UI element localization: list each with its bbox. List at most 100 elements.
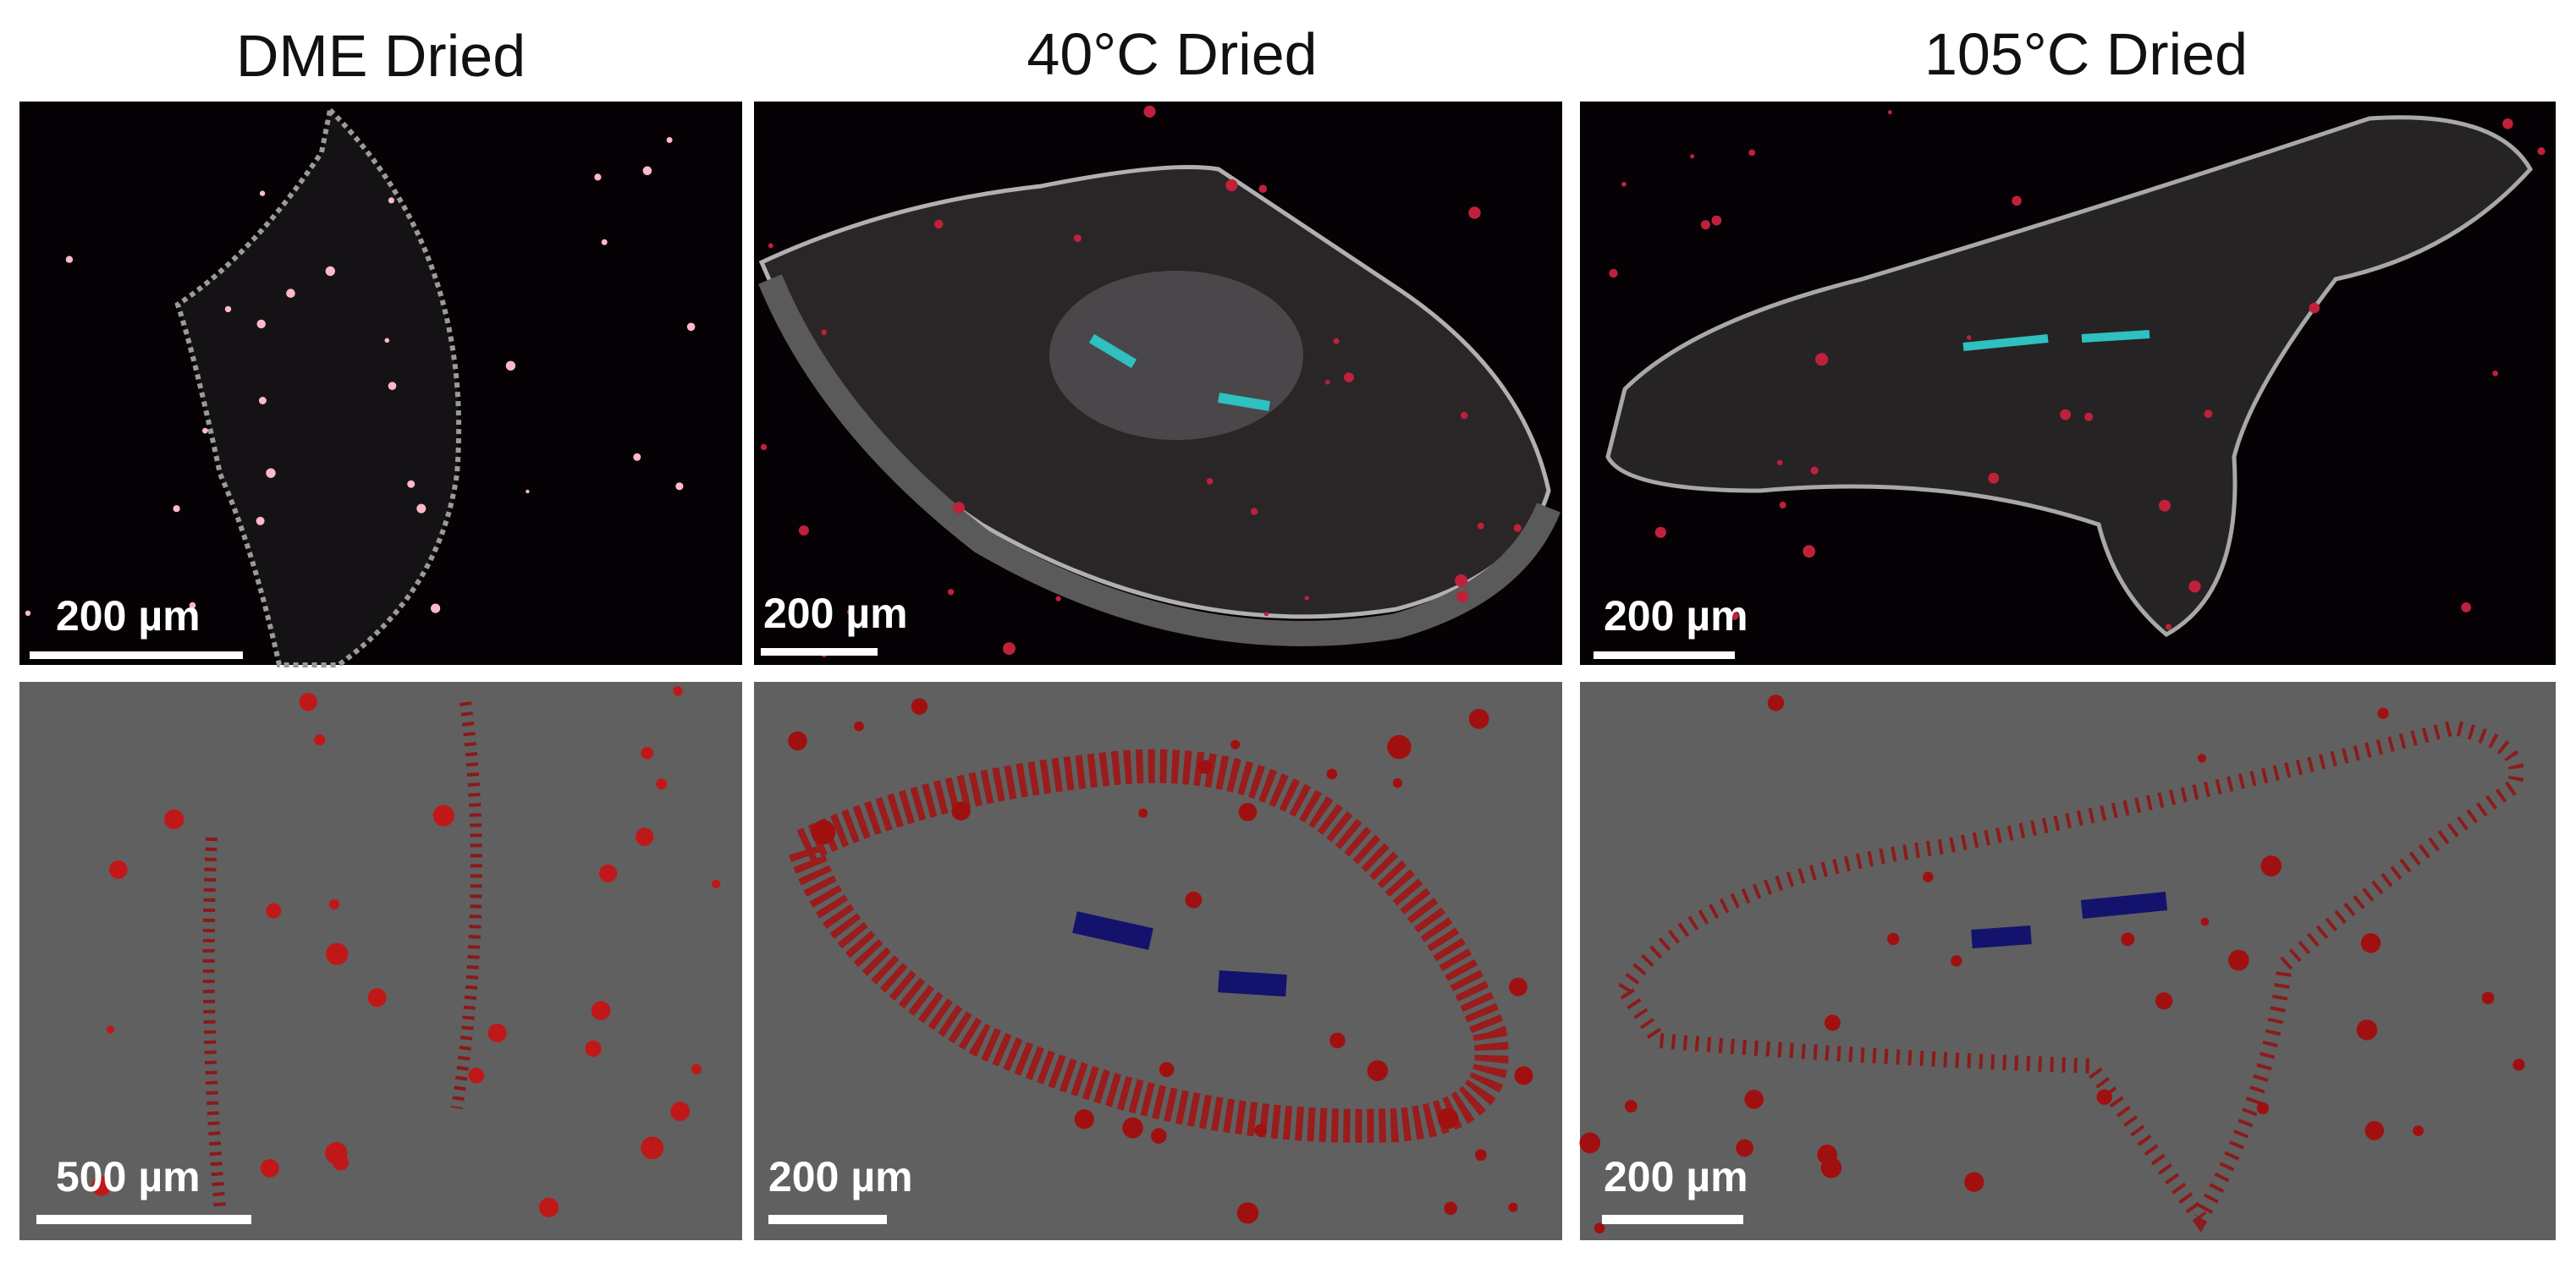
speck (911, 698, 928, 715)
speck (1392, 777, 1403, 788)
speck (656, 778, 668, 790)
speck (2364, 1121, 2385, 1140)
speck (2377, 707, 2389, 719)
speck (1767, 695, 1785, 711)
speck (585, 1041, 602, 1058)
speck (407, 480, 416, 488)
speck (1964, 1172, 1984, 1192)
speck (1514, 1066, 1533, 1085)
speck (1325, 380, 1330, 385)
speck (1455, 574, 1468, 587)
scale-label: 200 µm (1604, 592, 1748, 640)
speck (416, 503, 427, 514)
speck (2309, 302, 2320, 314)
speck (1456, 591, 1468, 603)
speck (1887, 932, 1900, 946)
speck (1579, 1132, 1601, 1154)
speck (2492, 371, 2499, 376)
scale-bar (36, 1215, 251, 1224)
scale-label: 200 µm (768, 1153, 913, 1200)
speck (266, 468, 276, 478)
speck (2204, 409, 2213, 419)
speck (1074, 1109, 1094, 1129)
speck (1461, 411, 1468, 420)
speck (2502, 118, 2513, 129)
speck (2166, 624, 2171, 630)
column-title: 40°C Dried (1027, 21, 1317, 87)
speck (261, 1159, 279, 1178)
speck (1779, 502, 1786, 508)
speck (1159, 1062, 1175, 1078)
speck (256, 319, 266, 329)
speck (1593, 1222, 1605, 1233)
speck (1508, 1202, 1518, 1212)
speck (1509, 977, 1527, 997)
speck (384, 338, 390, 343)
speck (1736, 1139, 1754, 1157)
speck (1654, 526, 1666, 538)
scale-bar (761, 648, 878, 656)
speck (788, 731, 807, 751)
speck (821, 329, 827, 336)
speck (1055, 596, 1061, 602)
speck (432, 805, 454, 827)
speck (2537, 147, 2546, 156)
speck (25, 610, 31, 616)
speck (367, 988, 387, 1008)
speck (1923, 871, 1934, 882)
speck (388, 382, 397, 391)
speck (846, 609, 853, 615)
speck (539, 1197, 559, 1217)
fluorescence-panel (754, 102, 1562, 665)
speck (1236, 1202, 1259, 1224)
speck (1468, 206, 1481, 219)
speck (2200, 917, 2210, 926)
speck (259, 190, 266, 196)
speck (1951, 955, 1962, 967)
speck (591, 1001, 611, 1020)
speck (1185, 891, 1203, 909)
speck (1197, 760, 1213, 774)
speck (1003, 642, 1016, 656)
speck (1624, 1100, 1638, 1112)
speck (947, 589, 955, 596)
speck (1477, 522, 1484, 530)
speck (1815, 353, 1829, 366)
speck (1437, 1107, 1459, 1129)
speck (266, 903, 282, 919)
speck (388, 197, 394, 204)
speck (712, 879, 721, 889)
speck (768, 243, 773, 249)
speck (258, 397, 267, 404)
speck (1151, 1128, 1167, 1144)
speck (2360, 933, 2381, 953)
spectral-map-panel (754, 682, 1562, 1240)
speck (953, 502, 965, 514)
speck (2084, 412, 2094, 421)
speck (325, 266, 335, 277)
speck (106, 1025, 114, 1034)
speck (686, 322, 696, 332)
speck (224, 305, 232, 313)
speck (1444, 1201, 1457, 1215)
speck (601, 239, 608, 245)
speck (670, 1101, 691, 1121)
speck (2260, 855, 2282, 876)
speck (1609, 268, 1618, 278)
speck (1073, 234, 1082, 243)
speck (256, 516, 265, 525)
scale-label: 200 µm (763, 590, 908, 637)
speck (1690, 154, 1695, 159)
speck (934, 219, 944, 229)
speck (332, 1154, 350, 1171)
speck (286, 288, 295, 299)
speck (1810, 466, 1819, 475)
column-title: 105°C Dried (1924, 21, 2248, 87)
speck (108, 860, 128, 879)
speck (1230, 739, 1241, 750)
speck (636, 827, 654, 846)
scale-bar (1602, 1215, 1743, 1224)
speck (1776, 459, 1783, 465)
speck (1803, 545, 1816, 558)
speck (666, 137, 673, 143)
